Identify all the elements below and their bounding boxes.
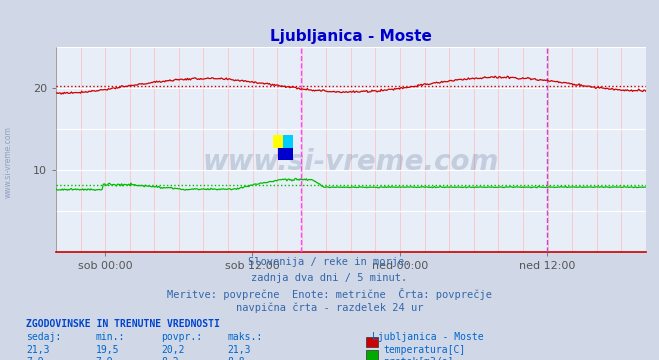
Text: pretok[m3/s]: pretok[m3/s] <box>384 357 454 360</box>
Text: 8,8: 8,8 <box>227 357 245 360</box>
Text: temperatura[C]: temperatura[C] <box>384 345 466 355</box>
Bar <box>273 135 283 148</box>
Text: povpr.:: povpr.: <box>161 332 202 342</box>
Title: Ljubljanica - Moste: Ljubljanica - Moste <box>270 29 432 44</box>
Text: sedaj:: sedaj: <box>26 332 61 342</box>
Text: 21,3: 21,3 <box>227 345 251 355</box>
Text: 7,9: 7,9 <box>26 357 44 360</box>
Bar <box>283 135 293 148</box>
Bar <box>279 148 293 160</box>
Text: zadnja dva dni / 5 minut.: zadnja dva dni / 5 minut. <box>251 273 408 283</box>
Text: www.si-vreme.com: www.si-vreme.com <box>3 126 13 198</box>
Text: 8,2: 8,2 <box>161 357 179 360</box>
Text: 21,3: 21,3 <box>26 345 50 355</box>
Text: www.si-vreme.com: www.si-vreme.com <box>203 148 499 176</box>
Text: Ljubljanica - Moste: Ljubljanica - Moste <box>372 332 484 342</box>
Text: 7,9: 7,9 <box>96 357 113 360</box>
Text: Slovenija / reke in morje.: Slovenija / reke in morje. <box>248 257 411 267</box>
Text: Meritve: povprečne  Enote: metrične  Črta: povprečje: Meritve: povprečne Enote: metrične Črta:… <box>167 288 492 300</box>
Text: ZGODOVINSKE IN TRENUTNE VREDNOSTI: ZGODOVINSKE IN TRENUTNE VREDNOSTI <box>26 319 220 329</box>
Text: maks.:: maks.: <box>227 332 262 342</box>
Text: 19,5: 19,5 <box>96 345 119 355</box>
Text: 20,2: 20,2 <box>161 345 185 355</box>
Text: min.:: min.: <box>96 332 125 342</box>
Text: navpična črta - razdelek 24 ur: navpična črta - razdelek 24 ur <box>236 303 423 313</box>
